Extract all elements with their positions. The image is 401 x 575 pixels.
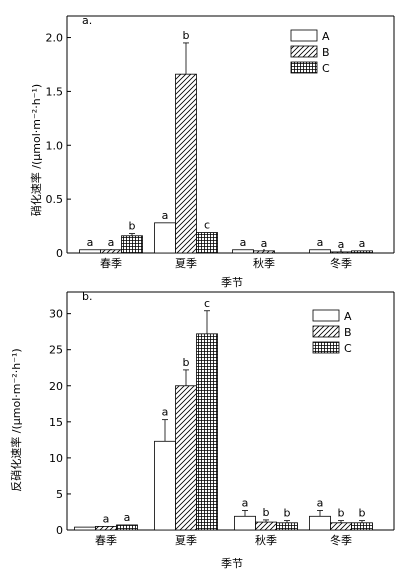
panel-b-significance-label: a	[103, 512, 110, 525]
panel-b-ytick-label: 25	[49, 344, 63, 357]
panel-a-significance-label: a	[108, 236, 115, 249]
panel-b-significance-label: c	[204, 297, 210, 310]
panel-b-ytick-label: 10	[49, 452, 63, 465]
legend-a-label-a: A	[322, 30, 330, 43]
panel-b-significance-label: a	[317, 497, 324, 510]
panel-a-significance-label: c	[204, 219, 210, 232]
panel-a-legend: A B C	[290, 29, 330, 75]
panel-a-bar-b	[100, 249, 122, 254]
panel-b-ytick-label: 20	[49, 380, 63, 393]
panel-a-ytick-label: 0	[56, 247, 63, 260]
panel-a-xlabel: 季节	[221, 276, 243, 289]
panel-a-bar-a	[79, 249, 101, 254]
panel-b-bar-a	[234, 515, 256, 531]
panel-a-label: a.	[82, 14, 92, 27]
panel-a-category-label: 春季	[100, 257, 122, 270]
panel-a-significance-label: a	[317, 236, 324, 249]
panel-a-ytick-label: 1.5	[46, 85, 64, 98]
legend-b-swatch-c	[312, 341, 340, 354]
legend-a-label-b: B	[322, 46, 330, 59]
panel-a-ylabel: 硝化速率 /(μmol·m⁻²·h⁻¹)	[29, 84, 43, 216]
panel-a-plot: 0 0.5 1.0 1.5 2.0 春季 夏季 秋季 冬季 a a a a a b a a b c a	[46, 15, 395, 270]
panel-b-plot: 0 5 10 15 20 25 30 春季 夏季 秋季 冬季 a a a a b b b a c b b	[49, 291, 395, 547]
panel-b-bar-b	[95, 525, 117, 531]
panel-b-bar-b	[175, 385, 197, 531]
panel-b-category-label: 夏季	[175, 534, 197, 547]
panel-b-bar-a	[74, 526, 96, 531]
panel-b-label: b.	[82, 290, 92, 303]
panel-a-bar-b	[253, 250, 275, 254]
panel-b-ytick-label: 15	[49, 416, 63, 429]
panel-a-significance-label: b	[183, 29, 190, 42]
panel-a-bar-c	[196, 232, 218, 254]
panel-a-bar-a	[309, 249, 331, 254]
legend-b-label-b: B	[344, 326, 352, 339]
legend-a-swatch-b	[290, 45, 318, 58]
panel-a-significance-label: a	[261, 237, 268, 250]
panel-b-significance-label: b	[338, 507, 345, 520]
panel-b-bar-c	[351, 522, 373, 531]
panel-b-significance-label: a	[124, 511, 131, 524]
panel-a-ytick-label: 2.0	[46, 32, 64, 45]
panel-a-significance-label: a	[359, 237, 366, 250]
panel-b-significance-label: b	[284, 507, 291, 520]
legend-b-swatch-b	[312, 325, 340, 338]
panel-a-bar-b	[175, 73, 197, 254]
panel-b-significance-label: a	[162, 406, 169, 419]
panel-a-bar-c	[351, 250, 373, 254]
legend-a-swatch-c	[290, 61, 318, 74]
panel-b-y-axis-label: 反硝化速率 /(μmol·m⁻²·h⁻¹)	[9, 348, 23, 491]
panel-b-significance-label: b	[183, 356, 190, 369]
panel-b-ytick-label: 30	[49, 308, 63, 321]
panel-b-ylabel: 反硝化速率 /(μmol·m⁻²·h⁻¹)	[9, 348, 23, 491]
panel-b-bar-a	[154, 440, 176, 531]
panel-a-significance-label: a	[240, 236, 247, 249]
panel-a-significance-label: a	[87, 236, 94, 249]
panel-a-ytick-label: 0.5	[46, 193, 64, 206]
panel-b-category-label: 春季	[95, 534, 117, 547]
panel-b-category-label: 冬季	[330, 533, 352, 547]
panel-a-significance-label: a	[338, 238, 345, 251]
panel-a-y-axis-label: 硝化速率 /(μmol·m⁻²·h⁻¹)	[29, 84, 43, 216]
panel-b-significance-label: a	[242, 497, 249, 510]
panel-a-bar-a	[154, 222, 176, 254]
panel-a-bar-c	[121, 235, 143, 254]
panel-b-bar-c	[196, 333, 218, 531]
panel-b-significance-label: b	[263, 506, 270, 519]
panel-b-ytick-label: 0	[56, 524, 63, 537]
panel-b-legend: A B C	[312, 309, 352, 355]
panel-b-category-label: 秋季	[255, 533, 277, 547]
panel-b: b. 反硝化速率 /(μmol·m⁻²·h⁻¹) 0 5 10 15 20 25 30 春季 夏…	[9, 290, 395, 570]
legend-a-swatch-a	[290, 29, 318, 42]
panel-b-bar-c	[116, 524, 138, 531]
panel-a-bar-b	[330, 251, 352, 254]
panel-b-significance-label: b	[359, 507, 366, 520]
panel-b-bar-b	[330, 522, 352, 531]
panel-b-bar-c	[276, 522, 298, 531]
panel-a-significance-label: a	[162, 209, 169, 222]
panel-a-significance-label: b	[129, 220, 136, 233]
panel-a-ytick-label: 1.0	[46, 139, 64, 152]
legend-b-label-a: A	[344, 310, 352, 323]
legend-b-swatch-a	[312, 309, 340, 322]
panel-b-bar-b	[255, 521, 277, 531]
panel-b-bar-a	[309, 515, 331, 531]
panel-a-category-label: 秋季	[253, 256, 275, 270]
panel-a-category-label: 冬季	[330, 256, 352, 270]
panel-b-xlabel: 季节	[221, 557, 243, 570]
panel-a-category-label: 夏季	[175, 257, 197, 270]
panel-b-ytick-label: 5	[56, 488, 63, 501]
legend-b-label-c: C	[344, 342, 352, 355]
panel-a: a. 硝化速率 /(μmol·m⁻²·h⁻¹) 0 0.5 1.0 1.5 2.0 春季 夏…	[29, 14, 395, 289]
legend-a-label-c: C	[322, 62, 330, 75]
panel-a-bar-a	[232, 249, 254, 254]
